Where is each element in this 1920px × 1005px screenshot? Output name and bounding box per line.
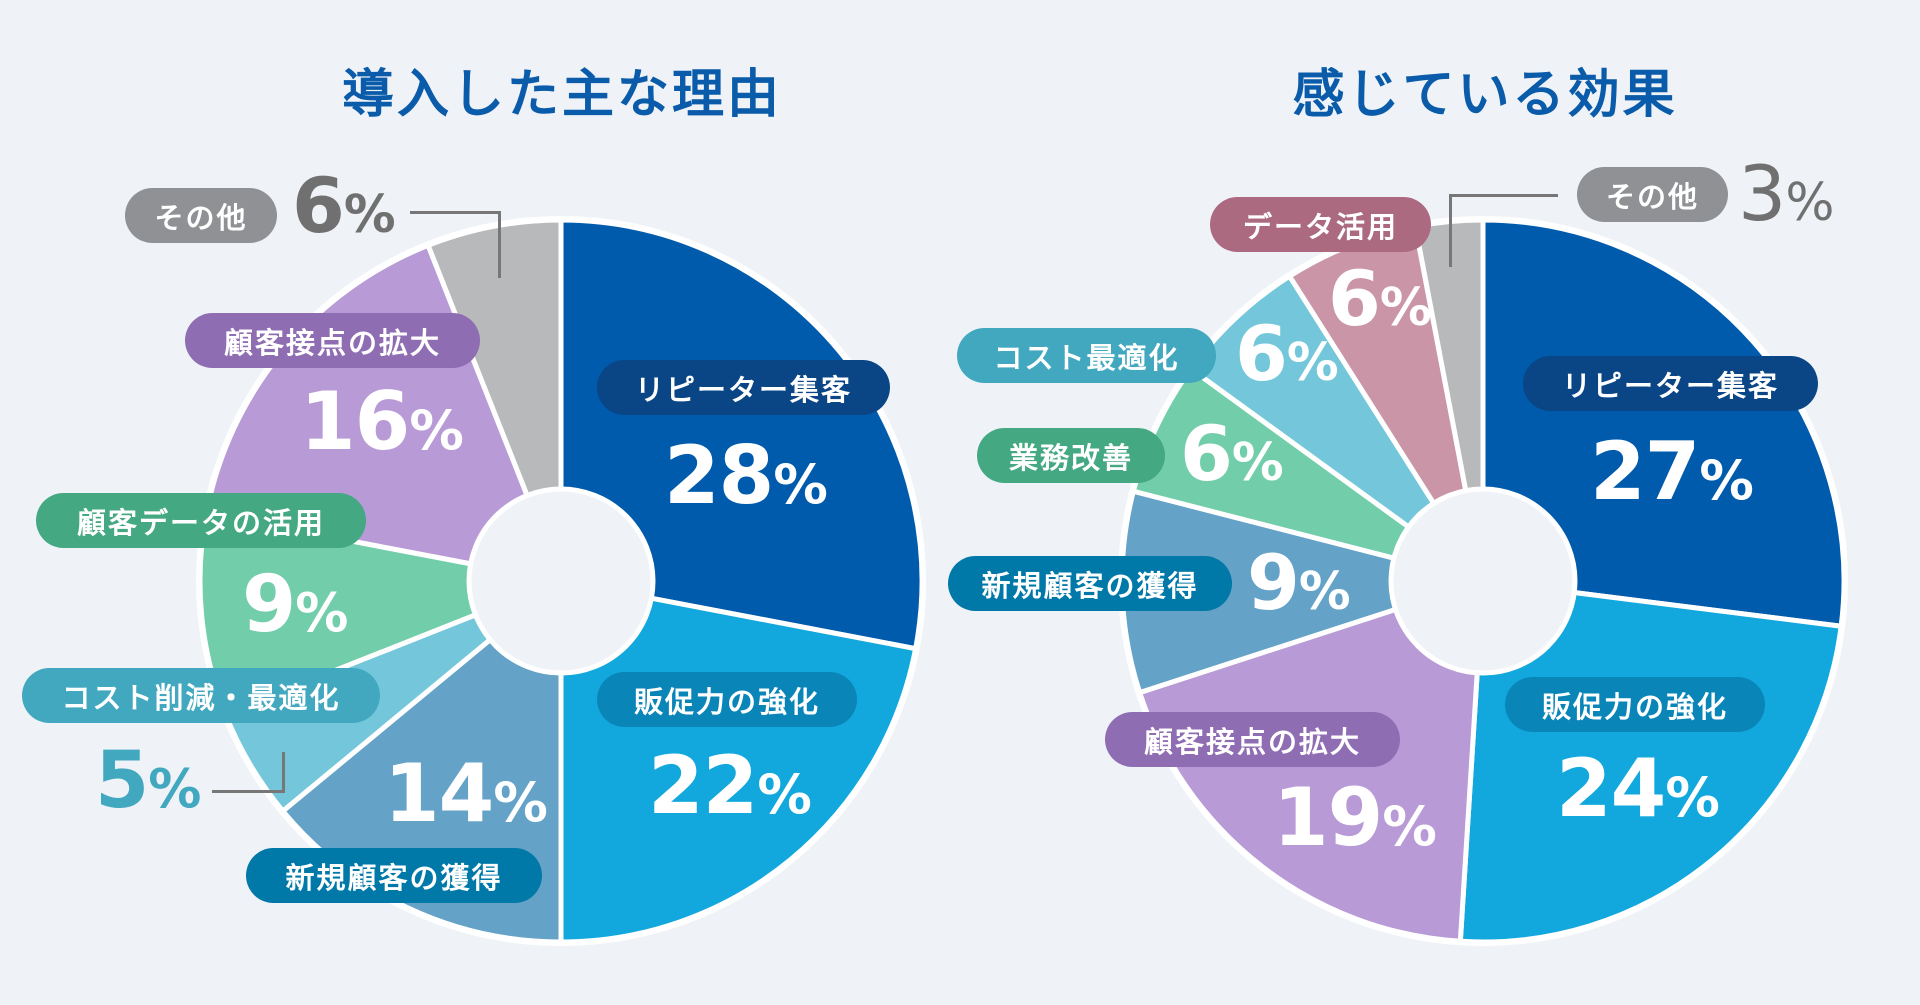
- left-label-repeat-customers: リピーター集客: [597, 360, 890, 415]
- donut-hole: [1388, 486, 1578, 676]
- left-label-cost-reduction: コスト削減・最適化: [22, 668, 380, 723]
- right-value-other: 3%: [1738, 149, 1834, 238]
- right-label-sales-promotion: 販促力の強化: [1505, 677, 1765, 732]
- right-value-data-utilization: 6%: [1328, 254, 1432, 343]
- right-value-new-customers: 9%: [1247, 538, 1351, 627]
- left-label-touchpoints: 顧客接点の拡大: [185, 313, 480, 368]
- donut-hole: [466, 486, 656, 676]
- right-chart-title: 感じている効果: [1292, 65, 1678, 125]
- left-label-other: その他: [125, 188, 277, 243]
- pie-slice: [558, 217, 925, 652]
- right-label-touchpoints: 顧客接点の拡大: [1105, 712, 1400, 767]
- right-value-touchpoints: 19%: [1273, 771, 1437, 864]
- leader-line-cost-left: [212, 752, 285, 793]
- pie-slice: [558, 578, 919, 945]
- right-value-sales-promotion: 24%: [1556, 742, 1720, 835]
- left-value-touchpoints: 16%: [300, 375, 464, 468]
- right-label-repeat-customers: リピーター集客: [1523, 356, 1818, 411]
- left-value-customer-data: 9%: [242, 560, 348, 650]
- pie-slice: [1480, 217, 1847, 629]
- leader-line-other-right: [1449, 194, 1558, 267]
- pie-slice: [1457, 578, 1844, 945]
- left-value-other: 6%: [292, 161, 396, 250]
- left-label-customer-data: 顧客データの活用: [36, 493, 366, 548]
- right-value-repeat-customers: 27%: [1590, 425, 1754, 518]
- left-value-cost-reduction: 5%: [95, 736, 201, 826]
- left-value-sales-promotion: 22%: [648, 739, 812, 832]
- right-value-cost-optimization: 6%: [1235, 309, 1339, 398]
- right-label-other: その他: [1577, 167, 1728, 222]
- right-value-operations: 6%: [1180, 409, 1284, 498]
- left-chart-title: 導入した主な理由: [341, 65, 782, 125]
- right-label-cost-optimization: コスト最適化: [957, 328, 1216, 383]
- leader-line-other-left: [410, 211, 501, 278]
- pie-slice: [425, 217, 564, 584]
- left-value-new-customers: 14%: [384, 747, 548, 840]
- left-label-sales-promotion: 販促力の強化: [597, 672, 857, 727]
- right-label-new-customers: 新規顧客の獲得: [948, 556, 1232, 611]
- right-label-data-utilization: データ活用: [1210, 197, 1431, 252]
- right-label-operations: 業務改善: [977, 428, 1165, 483]
- left-value-repeat-customers: 28%: [664, 429, 828, 522]
- left-label-new-customers: 新規顧客の獲得: [246, 848, 542, 903]
